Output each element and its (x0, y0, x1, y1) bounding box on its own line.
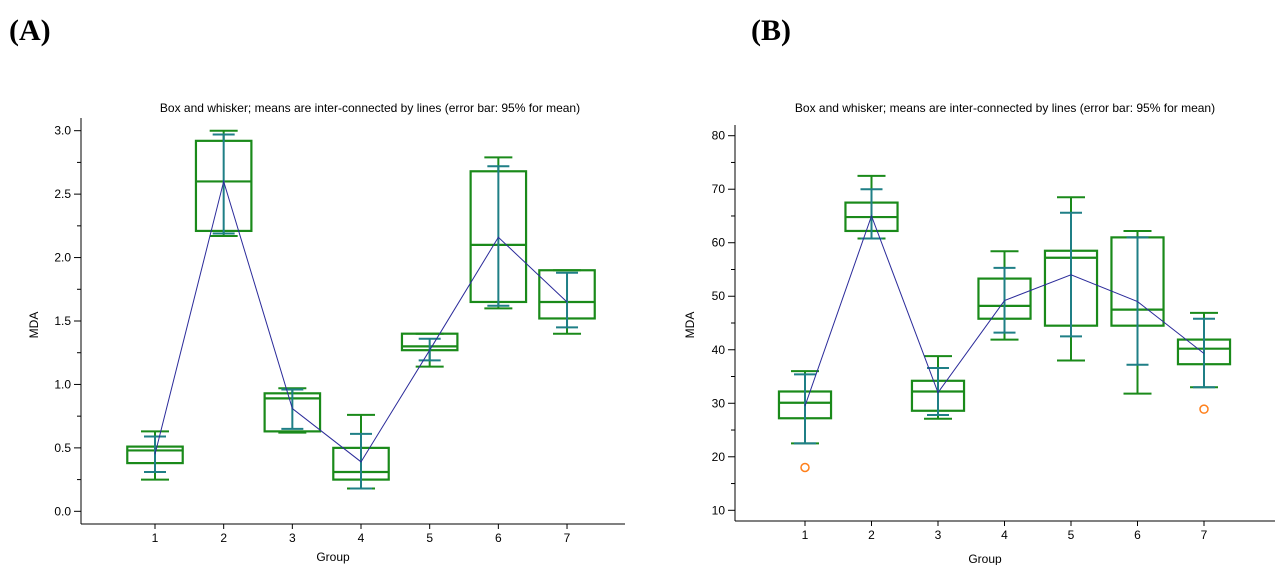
panel-b-label: (B) (751, 14, 791, 47)
x-tick-label: 4 (358, 531, 365, 545)
x-tick-label: 7 (1201, 528, 1208, 542)
mean-line (804, 214, 1205, 407)
y-tick-label: 50 (712, 289, 726, 303)
x-tick-label: 1 (802, 528, 809, 542)
y-tick-label: 3.0 (54, 124, 71, 138)
x-tick-label: 6 (1134, 528, 1141, 542)
y-tick-label: 1.5 (54, 314, 71, 328)
x-tick-label: 2 (220, 531, 227, 545)
x-axis-label: Group (968, 552, 1002, 565)
y-tick-label: 20 (712, 450, 726, 464)
chart-a: Box and whisker; means are inter-connect… (27, 101, 625, 564)
y-axis-label: MDA (683, 312, 697, 339)
outlier-point (1199, 404, 1209, 414)
x-tick-label: 3 (935, 528, 942, 542)
y-tick-label: 70 (712, 182, 726, 196)
y-tick-label: 1.0 (54, 377, 71, 391)
y-tick-label: 0.5 (54, 441, 71, 455)
x-tick-label: 5 (426, 531, 433, 545)
y-tick-label: 40 (712, 343, 726, 357)
y-tick-label: 2.5 (54, 187, 71, 201)
x-tick-label: 1 (152, 531, 159, 545)
outlier-point (800, 462, 810, 473)
panel-a-label: (A) (9, 14, 51, 47)
y-tick-label: 2.0 (54, 251, 71, 265)
x-tick-label: 3 (289, 531, 296, 545)
y-tick-label: 10 (712, 503, 726, 517)
x-tick-label: 2 (868, 528, 875, 542)
chart-title: Box and whisker; means are inter-connect… (160, 101, 580, 115)
x-tick-label: 7 (564, 531, 571, 545)
y-tick-label: 60 (712, 236, 726, 250)
x-tick-label: 5 (1068, 528, 1075, 542)
y-tick-label: 0.0 (54, 504, 71, 518)
mean-line (154, 179, 568, 463)
x-tick-label: 4 (1001, 528, 1008, 542)
x-tick-label: 6 (495, 531, 502, 545)
chart-b: Box and whisker; means are inter-connect… (683, 101, 1275, 565)
y-tick-label: 80 (712, 129, 726, 143)
chart-title: Box and whisker; means are inter-connect… (795, 101, 1215, 115)
x-axis-label: Group (316, 550, 350, 564)
y-tick-label: 30 (712, 396, 726, 410)
y-axis-label: MDA (27, 312, 41, 339)
